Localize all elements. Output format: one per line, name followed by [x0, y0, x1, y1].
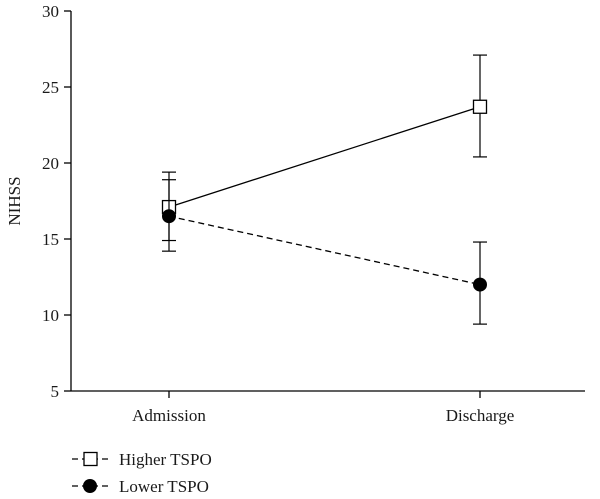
- series-line-higher-tspo: [168, 106, 481, 208]
- y-tick-label: 5: [51, 382, 60, 401]
- data-point-square: [472, 99, 488, 114]
- series-layer: [161, 54, 488, 325]
- x-tick-label-admission: Admission: [132, 406, 206, 425]
- x-ticks: Admission Discharge: [132, 391, 514, 425]
- legend-item-lower-tspo: Lower TSPO: [72, 477, 209, 496]
- data-point-circle: [473, 277, 487, 292]
- y-tick-label: 20: [42, 154, 59, 173]
- axes: 5 10 15 20 25 30 Admission Discharge: [42, 2, 585, 425]
- y-tick-label: 15: [42, 230, 59, 249]
- legend-item-higher-tspo: Higher TSPO: [72, 450, 212, 469]
- x-tick-label-discharge: Discharge: [446, 406, 515, 425]
- legend-marker-circle: [83, 479, 97, 493]
- y-tick-label: 25: [42, 78, 59, 97]
- legend: Higher TSPO Lower TSPO: [72, 450, 212, 496]
- y-axis-title: NIHSS: [5, 176, 24, 225]
- legend-label-lower-tspo: Lower TSPO: [119, 477, 209, 496]
- series-higher-tspo: [161, 54, 488, 242]
- legend-label-higher-tspo: Higher TSPO: [119, 450, 212, 469]
- y-tick-label: 10: [42, 306, 59, 325]
- legend-marker-square: [83, 451, 98, 467]
- series-line-lower-tspo: [168, 215, 481, 286]
- y-ticks: 5 10 15 20 25 30: [42, 2, 71, 401]
- series-lower-tspo: [162, 179, 487, 325]
- data-point-circle: [162, 209, 176, 224]
- y-tick-label: 30: [42, 2, 59, 21]
